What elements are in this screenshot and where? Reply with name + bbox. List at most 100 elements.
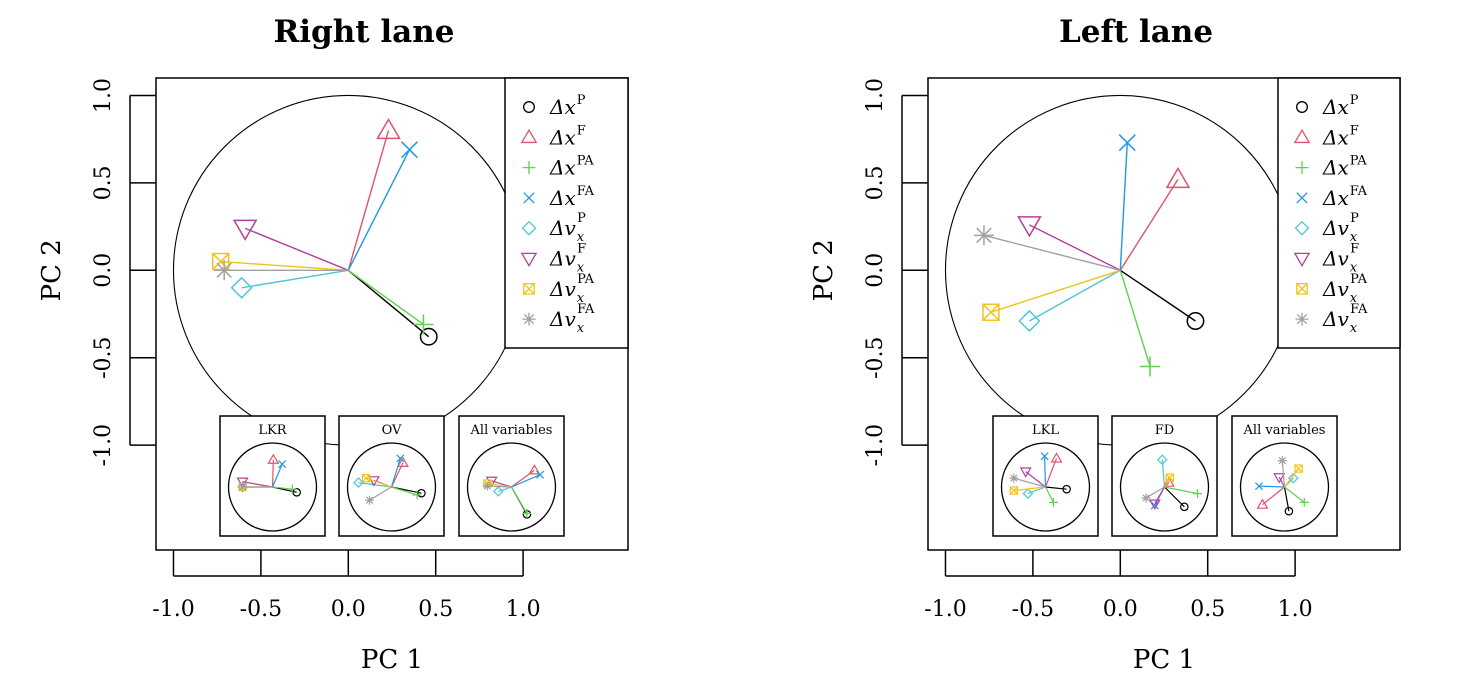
inset-marker-dvx-pa bbox=[1294, 464, 1303, 473]
inset-circle bbox=[227, 442, 318, 532]
inset-marker-dx-f bbox=[1050, 452, 1063, 463]
vector-dx-pa bbox=[1119, 270, 1151, 367]
legend-label-dvx-fa: Δvx FA bbox=[1322, 302, 1368, 336]
inset-marker-dx-p bbox=[1284, 506, 1294, 516]
legend-sub: x bbox=[577, 230, 585, 245]
inset-vector-dvx-f bbox=[1278, 477, 1286, 488]
legend-marker-dvx-p bbox=[1294, 220, 1310, 236]
x-tick-label: -0.5 bbox=[240, 597, 282, 622]
x-tick-label: 1.0 bbox=[1278, 597, 1313, 622]
legend-base: Δv bbox=[1322, 307, 1349, 331]
inset-marker-dx-pa bbox=[1193, 489, 1202, 499]
inset-vector-dx-pa bbox=[510, 486, 528, 514]
vector-dx-fa bbox=[347, 149, 411, 271]
legend-sup: P bbox=[577, 211, 586, 226]
legend-marker-dx-p bbox=[1296, 101, 1308, 113]
x-axis-label: PC 1 bbox=[361, 645, 423, 675]
vector-dvx-p bbox=[1029, 269, 1121, 322]
legend-sup: PA bbox=[577, 154, 595, 169]
legend-marker-dx-f bbox=[520, 128, 538, 144]
vector-dvx-f bbox=[1029, 224, 1121, 271]
legend-base: Δx bbox=[549, 95, 576, 119]
legend-base: Δv bbox=[549, 277, 576, 301]
legend-label-dx-f: ΔxF bbox=[1322, 123, 1359, 149]
legend-label-dvx-f: ΔvxF bbox=[1322, 242, 1359, 276]
x-tick-label: 0.0 bbox=[331, 597, 366, 622]
inset-frame bbox=[1231, 415, 1338, 537]
legend-marker-dx-fa bbox=[1296, 192, 1308, 204]
inset-1: OV bbox=[338, 415, 445, 537]
legend-marker-dvx-f bbox=[1293, 252, 1311, 267]
y-axis-label: PC 2 bbox=[809, 239, 839, 301]
inset-marker-dvx-pa bbox=[361, 474, 371, 483]
x-tick-label: -0.5 bbox=[1012, 597, 1054, 622]
legend-marker-dvx-pa bbox=[523, 282, 535, 295]
y-tick-label: 0.0 bbox=[91, 253, 116, 288]
inset-marker-dvx-f bbox=[367, 476, 380, 487]
legend-label-dx-pa: ΔxPA bbox=[549, 154, 594, 180]
inset-vector-dvx-f bbox=[1025, 471, 1046, 488]
legend-base: Δv bbox=[549, 247, 576, 271]
y-tick-label: 0.5 bbox=[91, 165, 116, 200]
inset-vector-dx-f bbox=[1044, 458, 1058, 488]
inset-vector-dx-fa bbox=[271, 463, 283, 488]
inset-marker-dvx-f bbox=[1019, 467, 1032, 478]
inset-title: LKR bbox=[258, 423, 287, 438]
inset-circle bbox=[1239, 442, 1330, 532]
legend-sup: PA bbox=[1350, 272, 1368, 287]
inset-marker-dx-pa bbox=[522, 508, 532, 518]
y-tick-label: 1.0 bbox=[863, 78, 888, 113]
legend-base: Δv bbox=[1322, 277, 1349, 301]
marker-dx-fa bbox=[400, 141, 419, 159]
y-axis-label: PC 2 bbox=[37, 239, 67, 301]
legend-base: Δx bbox=[1322, 156, 1349, 180]
legend-sup: P bbox=[577, 93, 586, 108]
inset-circle bbox=[1000, 442, 1091, 532]
inset-marker-dx-p bbox=[1180, 502, 1189, 512]
inset-marker-dx-f bbox=[528, 464, 541, 475]
marker-dvx-p bbox=[230, 276, 253, 299]
inset-marker-dvx-fa bbox=[1141, 493, 1151, 503]
inset-title: All variables bbox=[470, 423, 553, 438]
inset-vector-dvx-pa bbox=[365, 477, 392, 488]
y-tick-label: 0.0 bbox=[863, 253, 888, 288]
inset-marker-dvx-p bbox=[492, 486, 504, 497]
marker-dx-p bbox=[1186, 312, 1205, 330]
inset-circle bbox=[346, 442, 437, 532]
inset-marker-dx-f bbox=[1256, 498, 1269, 509]
legend-sub: x bbox=[577, 291, 585, 306]
legend-sup: F bbox=[1350, 242, 1359, 257]
legend-marker-dvx-f bbox=[520, 252, 538, 267]
inset-marker-dx-pa bbox=[1299, 497, 1309, 507]
legend-sup: P bbox=[1350, 211, 1359, 226]
inset-marker-dx-p bbox=[1062, 484, 1071, 494]
inset-marker-dvx-pa bbox=[1165, 473, 1174, 482]
legend-base: Δv bbox=[549, 307, 576, 331]
inset-marker-dx-f bbox=[396, 456, 409, 467]
inset-2: All variables bbox=[1231, 415, 1338, 537]
x-tick-label: 1.0 bbox=[506, 597, 541, 622]
inset-vector-dx-pa bbox=[1164, 486, 1198, 495]
inset-marker-dvx-f bbox=[1148, 499, 1161, 510]
inset-marker-dvx-p bbox=[1287, 472, 1299, 484]
inset-vector-dvx-fa bbox=[369, 486, 392, 501]
legend-label-dvx-p: ΔvxP bbox=[1322, 211, 1359, 245]
inset-marker-dx-fa bbox=[396, 454, 405, 463]
inset-marker-dvx-f bbox=[1273, 473, 1286, 484]
marker-dx-f bbox=[376, 117, 401, 140]
y-tick-label: -1.0 bbox=[863, 424, 888, 466]
legend-marker-dx-pa bbox=[1295, 161, 1309, 175]
vector-dx-pa bbox=[347, 269, 424, 326]
legend-label-dx-p: ΔxP bbox=[1322, 93, 1359, 119]
inset-vector-dx-pa bbox=[1284, 486, 1305, 503]
inset-marker-dvx-fa bbox=[482, 481, 492, 491]
vector-dx-p bbox=[1119, 269, 1196, 322]
x-tick-label: 0.5 bbox=[1190, 597, 1225, 622]
y-tick-label: -1.0 bbox=[91, 424, 116, 466]
inset-marker-dx-f bbox=[267, 453, 280, 464]
y-tick-label: 0.5 bbox=[863, 165, 888, 200]
legend-label-dx-p: ΔxP bbox=[549, 93, 586, 119]
inset-marker-dx-fa bbox=[1150, 501, 1159, 510]
legend-base: Δv bbox=[1322, 216, 1349, 240]
inset-vector-dx-pa bbox=[391, 486, 418, 496]
